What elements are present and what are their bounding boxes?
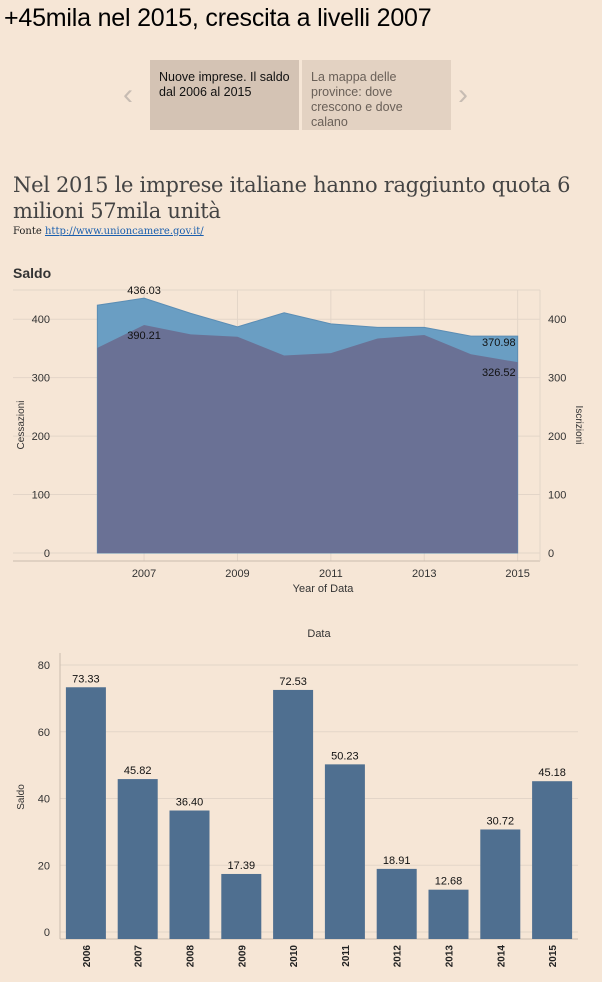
bar-category-label: 2006	[82, 945, 93, 968]
area-chart: 0 0 100 100 200 200 300 300 400 400 2007 2009 2011 20…	[13, 285, 584, 595]
area-data-label: 370.98	[482, 337, 516, 349]
bar-2010	[273, 689, 314, 939]
bar-2011	[324, 764, 365, 939]
bar-value-label: 30.72	[487, 815, 515, 827]
bar-2006	[65, 687, 106, 939]
bar-2015	[532, 781, 573, 939]
bar-category-label: 2013	[445, 945, 456, 968]
bar-ylabel: Saldo	[16, 784, 27, 810]
bar-2008	[169, 810, 210, 939]
bar-value-label: 36.40	[176, 797, 204, 809]
area-data-label: 436.03	[127, 285, 161, 297]
area-ylabel-right: Iscrizioni	[573, 406, 584, 445]
bar-2012	[376, 868, 417, 939]
bar-ytick: 40	[38, 794, 50, 806]
bar-chart-bars: 73.33 45.82 36.40 17.39 72.53 50.23 18.91 12.68…	[65, 673, 573, 939]
area-data-label: 326.52	[482, 367, 516, 379]
story-title: Nel 2015 le imprese italiane hanno raggi…	[13, 173, 571, 223]
bar-chart-title: Data	[307, 628, 331, 640]
bar-value-label: 18.91	[383, 855, 411, 867]
carousel-card-active[interactable]: Nuove imprese. Il saldo dal 2006 al 2015	[150, 60, 299, 130]
area-xtick: 2011	[319, 568, 343, 580]
area-ytick-left: 400	[32, 314, 50, 326]
area-ytick-left: 0	[44, 548, 50, 560]
area-ytick-right: 100	[548, 490, 566, 502]
bar-category-label: 2010	[289, 945, 300, 968]
bar-category-label: 2008	[186, 945, 197, 968]
cessazioni-area	[97, 324, 518, 553]
area-ylabel-left: Cessazioni	[16, 401, 27, 450]
area-data-label: 390.21	[127, 330, 161, 342]
bar-ytick: 0	[44, 927, 50, 939]
area-ytick-right: 200	[548, 431, 566, 443]
bar-value-label: 73.33	[72, 673, 100, 685]
area-chart-title: Saldo	[13, 265, 52, 281]
bar-value-label: 50.23	[331, 750, 359, 762]
area-ytick-left: 200	[32, 431, 50, 443]
carousel-card-next[interactable]: La mappa delle province: dove crescono e…	[302, 60, 451, 130]
area-xtick: 2009	[225, 568, 249, 580]
bar-category-label: 2012	[393, 945, 404, 968]
area-ytick-right: 0	[548, 548, 554, 560]
bar-ytick: 20	[38, 860, 50, 872]
bar-value-label: 45.82	[124, 765, 152, 777]
area-xtick: 2015	[505, 568, 529, 580]
story-carousel: ‹ Nuove imprese. Il saldo dal 2006 al 20…	[118, 60, 484, 130]
chevron-left-icon[interactable]: ‹	[123, 78, 133, 111]
bar-ytick: 80	[38, 660, 50, 672]
chevron-right-icon[interactable]: ›	[458, 78, 468, 111]
bar-category-label: 2009	[237, 945, 248, 968]
page-headline: +45mila nel 2015, crescita a livelli 200…	[4, 4, 432, 32]
source-prefix: Fonte	[13, 226, 42, 237]
bar-value-label: 17.39	[228, 860, 256, 872]
source-link[interactable]: http://www.unioncamere.gov.it/	[44, 226, 204, 237]
bar-category-label: 2014	[496, 945, 507, 968]
bar-ytick: 60	[38, 727, 50, 739]
area-xtick: 2013	[412, 568, 436, 580]
bar-2007	[117, 779, 158, 939]
bar-value-label: 72.53	[279, 676, 307, 688]
area-xtick: 2007	[132, 568, 156, 580]
area-ytick-left: 100	[32, 490, 50, 502]
area-chart-axes: 0 0 100 100 200 200 300 300 400 400 2007 2009 2011 20…	[16, 314, 584, 595]
bar-2009	[221, 873, 262, 939]
bar-2013	[428, 889, 469, 939]
bar-chart-axes: Data 0 20 40 60 80 2006 2007 2008 2009 2010 2011 201…	[16, 628, 559, 967]
bar-category-label: 2015	[548, 945, 559, 968]
bar-value-label: 12.68	[435, 876, 463, 888]
bar-2014	[480, 829, 521, 939]
bar-category-label: 2007	[134, 945, 145, 968]
area-ytick-right: 300	[548, 373, 566, 385]
bar-value-label: 45.18	[538, 767, 566, 779]
area-xlabel: Year of Data	[293, 583, 355, 595]
area-ytick-right: 400	[548, 314, 566, 326]
area-chart-labels: 436.03 390.21 370.98 326.52	[127, 285, 515, 379]
bar-category-label: 2011	[341, 945, 352, 967]
bar-chart: 73.33 45.82 36.40 17.39 72.53 50.23 18.91 12.68…	[16, 628, 578, 967]
source-line: Fonte http://www.unioncamere.gov.it/	[13, 226, 204, 237]
area-ytick-left: 300	[32, 373, 50, 385]
